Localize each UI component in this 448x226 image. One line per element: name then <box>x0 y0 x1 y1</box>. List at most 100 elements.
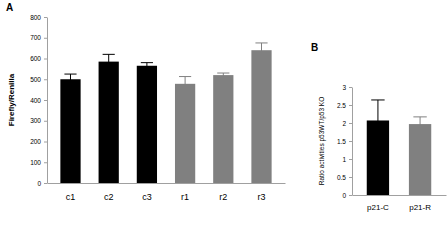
x-tick-label: c1 <box>66 192 76 202</box>
panel-title: A <box>6 2 13 13</box>
y-tick: 1 <box>342 156 352 163</box>
error-bar-cap <box>103 68 115 69</box>
y-tick-label: 100 <box>30 159 41 166</box>
error-bar-cap <box>179 76 191 77</box>
error-bar <box>103 54 115 69</box>
y-tick-mark <box>349 105 352 106</box>
plot-area <box>60 43 271 183</box>
x-tick-label: c2 <box>104 192 114 202</box>
y-tick-label: 400 <box>30 97 41 104</box>
error-bar-cap <box>217 73 229 74</box>
bar <box>409 124 431 195</box>
error-bar <box>64 74 76 84</box>
y-tick-label: 1 <box>342 156 346 163</box>
y-tick-label: 2 <box>342 120 346 127</box>
y-tick: 200 <box>30 138 47 145</box>
x-axis: c1 c2 c3 r1 r2 r3 <box>48 183 286 202</box>
x-tick: p21-C <box>367 195 389 212</box>
error-bar-cap <box>217 77 229 78</box>
y-axis-line <box>352 88 353 196</box>
y-tick: 700 <box>30 34 47 41</box>
y-axis: 0 0.5 1 1.5 2 2.5 3 <box>337 84 353 199</box>
y-tick: 600 <box>30 55 47 62</box>
panel: 0 100 200 300 400 500 600 700 800 c1 c2 c3 r1 r2 r3 A Fi… <box>6 2 286 202</box>
y-tick-mark <box>349 87 352 88</box>
y-tick-mark <box>44 100 47 101</box>
error-bar-cap <box>255 57 267 58</box>
y-axis: 0 100 200 300 400 500 600 700 800 <box>30 14 47 187</box>
plot-area <box>367 100 431 195</box>
bar <box>137 66 157 183</box>
error-bar-cap <box>141 62 153 63</box>
x-tick-label: c3 <box>142 192 152 202</box>
y-tick: 1.5 <box>337 138 352 145</box>
x-tick: p21-R <box>409 195 431 212</box>
error-bar-cap <box>371 141 384 142</box>
error-bar-cap <box>103 54 115 55</box>
y-tick-mark <box>44 121 47 122</box>
bar <box>175 84 195 183</box>
y-tick-label: 3 <box>342 84 346 91</box>
y-tick-mark <box>349 195 352 196</box>
figure: 0 100 200 300 400 500 600 700 800 c1 c2 c3 r1 r2 r3 A Fi… <box>0 0 448 226</box>
y-tick-mark <box>44 17 47 18</box>
x-tick: r1 <box>181 183 189 202</box>
y-axis-title: Ratio activities p53WT/p53 KO <box>318 97 326 186</box>
error-bar <box>255 43 267 58</box>
error-bar-cap <box>64 84 76 85</box>
x-tick: c2 <box>104 183 114 202</box>
y-tick-label: 1.5 <box>337 138 346 145</box>
y-tick-mark <box>44 79 47 80</box>
error-bar-cap <box>255 42 267 43</box>
y-tick-label: 200 <box>30 138 41 145</box>
error-bar <box>413 117 426 131</box>
x-tick-label: r1 <box>181 192 189 202</box>
y-tick-mark <box>44 142 47 143</box>
error-bar-cap <box>64 74 76 75</box>
y-tick-mark <box>349 141 352 142</box>
y-tick: 500 <box>30 76 47 83</box>
y-tick-mark <box>44 162 47 163</box>
y-tick-label: 800 <box>30 14 41 21</box>
bar <box>99 62 119 183</box>
error-bar-stem <box>185 77 186 92</box>
panel-title: B <box>311 42 318 53</box>
y-tick: 2.5 <box>337 102 352 109</box>
error-bar-stem <box>261 43 262 58</box>
error-bar-stem <box>146 63 147 69</box>
y-tick: 400 <box>30 97 47 104</box>
y-tick: 800 <box>30 14 47 21</box>
error-bar <box>179 77 191 92</box>
error-bar-stem <box>377 100 378 141</box>
y-tick-mark <box>44 183 47 184</box>
y-tick-label: 0 <box>37 180 41 187</box>
y-tick: 0 <box>342 192 352 199</box>
error-bar-stem <box>420 117 421 131</box>
y-tick-label: 500 <box>30 76 41 83</box>
y-tick: 0 <box>37 180 47 187</box>
error-bar-cap <box>141 68 153 69</box>
error-bar-stem <box>223 73 224 77</box>
bar <box>251 50 271 183</box>
y-tick-label: 700 <box>30 34 41 41</box>
x-axis: p21-C p21-R <box>353 195 447 212</box>
x-tick: c1 <box>66 183 76 202</box>
y-tick-label: 2.5 <box>337 102 346 109</box>
x-tick-label: r2 <box>219 192 227 202</box>
y-tick-mark <box>349 123 352 124</box>
bar <box>213 75 233 183</box>
x-axis-line <box>48 183 286 184</box>
y-tick-mark <box>44 59 47 60</box>
error-bar <box>371 100 384 141</box>
error-bar-cap <box>371 99 384 100</box>
error-bar <box>217 73 229 77</box>
y-tick: 0.5 <box>337 174 352 181</box>
error-bar-stem <box>108 54 109 69</box>
y-tick: 300 <box>30 117 47 124</box>
error-bar <box>141 63 153 69</box>
x-tick: r3 <box>257 183 265 202</box>
x-tick: c3 <box>142 183 152 202</box>
y-axis-title: Firefly/Renilla <box>7 73 16 126</box>
error-bar-cap <box>179 91 191 92</box>
y-axis-line <box>47 18 48 184</box>
